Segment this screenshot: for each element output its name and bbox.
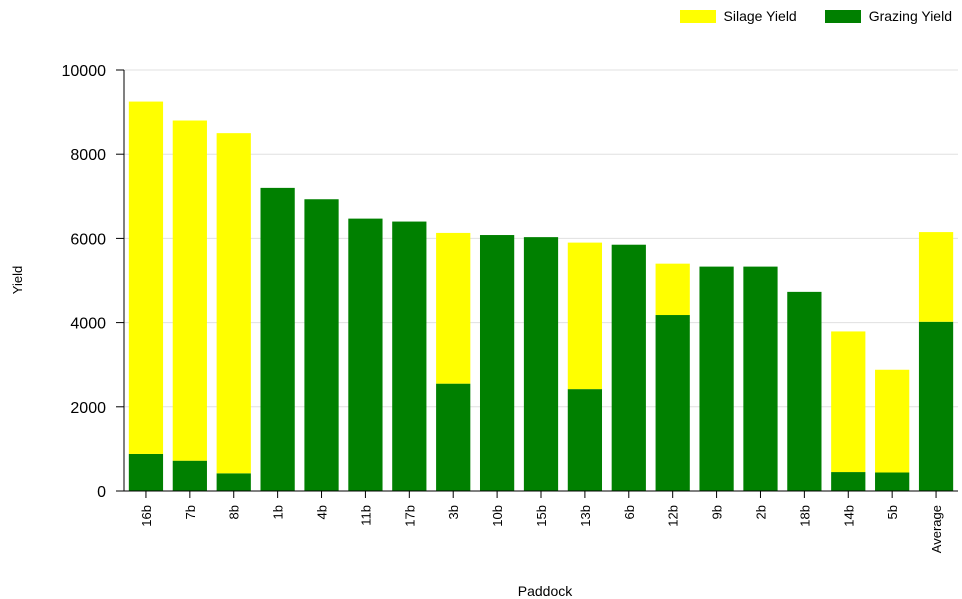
y-tick-label: 6000 xyxy=(70,231,106,248)
bar-grazing-yield xyxy=(523,237,559,491)
bar-grazing-yield xyxy=(611,244,646,491)
bar-grazing-yield xyxy=(172,460,207,491)
bar-grazing-yield xyxy=(304,199,339,491)
legend-item-silage: Silage Yield xyxy=(679,8,797,24)
y-tick-label: 10000 xyxy=(62,63,107,80)
bars xyxy=(128,101,954,491)
legend-label-silage: Silage Yield xyxy=(723,8,797,24)
y-axis-label: Yield xyxy=(10,266,25,294)
x-tick-label: 3b xyxy=(446,505,461,519)
x-tick-label: 16b xyxy=(139,505,154,527)
bar-grazing-yield xyxy=(831,472,866,491)
bar-grazing-yield xyxy=(655,315,690,491)
x-tick-label: 17b xyxy=(402,505,417,527)
x-tick-label: 7b xyxy=(183,505,198,519)
bar-grazing-yield xyxy=(787,291,822,491)
x-tick-label: 14b xyxy=(841,505,856,527)
y-tick-label: 8000 xyxy=(70,147,106,164)
x-tick-label: 13b xyxy=(578,505,593,527)
legend-swatch-grazing xyxy=(824,9,861,23)
bar-grazing-yield xyxy=(216,473,251,491)
x-tick-label: 4b xyxy=(315,505,330,519)
bar-grazing-yield xyxy=(348,218,383,491)
x-tick-label: 6b xyxy=(622,505,637,519)
bar-silage-yield xyxy=(918,232,954,322)
x-tick-label: 11b xyxy=(358,505,373,526)
legend-item-grazing: Grazing Yield xyxy=(824,8,952,24)
bar-grazing-yield xyxy=(436,383,471,491)
x-tick-label: 2b xyxy=(753,505,768,519)
bar-silage-yield xyxy=(875,369,910,473)
x-tick-label: 8b xyxy=(227,505,242,519)
x-tick-label: Average xyxy=(929,505,944,553)
x-axis-label: Paddock xyxy=(518,583,573,599)
x-tick-label: 18b xyxy=(797,505,812,527)
bar-silage-yield xyxy=(436,232,471,384)
x-tick-label: 9b xyxy=(710,505,725,519)
x-tick-label: 10b xyxy=(490,505,505,527)
bar-grazing-yield xyxy=(479,235,515,491)
bar-grazing-yield xyxy=(567,389,603,491)
bar-grazing-yield xyxy=(875,472,910,491)
bar-grazing-yield xyxy=(743,266,778,491)
x-tick-label: 5b xyxy=(885,505,900,519)
y-tick-labels: 0 2000 4000 6000 8000 10000 xyxy=(62,63,124,501)
bar-silage-yield xyxy=(831,331,866,473)
y-tick-label: 0 xyxy=(97,484,106,501)
bar-silage-yield xyxy=(216,133,251,474)
y-tick-label: 4000 xyxy=(70,316,106,333)
chart-legend: Silage Yield Grazing Yield xyxy=(679,8,952,24)
x-tick-label: 12b xyxy=(666,505,681,527)
x-tick-label: 1b xyxy=(271,505,286,519)
bar-grazing-yield xyxy=(918,321,954,491)
x-tick-label: 15b xyxy=(534,505,549,527)
x-tick-labels: 16b 7b 8b 1b 4b 11b 17b 3b 10b 15b 13b 6b 12b 9b 2b 18b… xyxy=(139,491,944,553)
legend-swatch-silage xyxy=(679,9,716,23)
bar-grazing-yield xyxy=(128,453,164,491)
y-tick-label: 2000 xyxy=(70,400,106,417)
bar-grazing-yield xyxy=(392,221,427,491)
legend-label-grazing: Grazing Yield xyxy=(868,8,952,24)
bar-silage-yield xyxy=(128,101,164,454)
bar-grazing-yield xyxy=(699,266,734,491)
bar-silage-yield xyxy=(655,263,690,316)
bar-silage-yield xyxy=(567,242,603,390)
bar-silage-yield xyxy=(172,120,207,461)
bar-grazing-yield xyxy=(260,187,295,491)
